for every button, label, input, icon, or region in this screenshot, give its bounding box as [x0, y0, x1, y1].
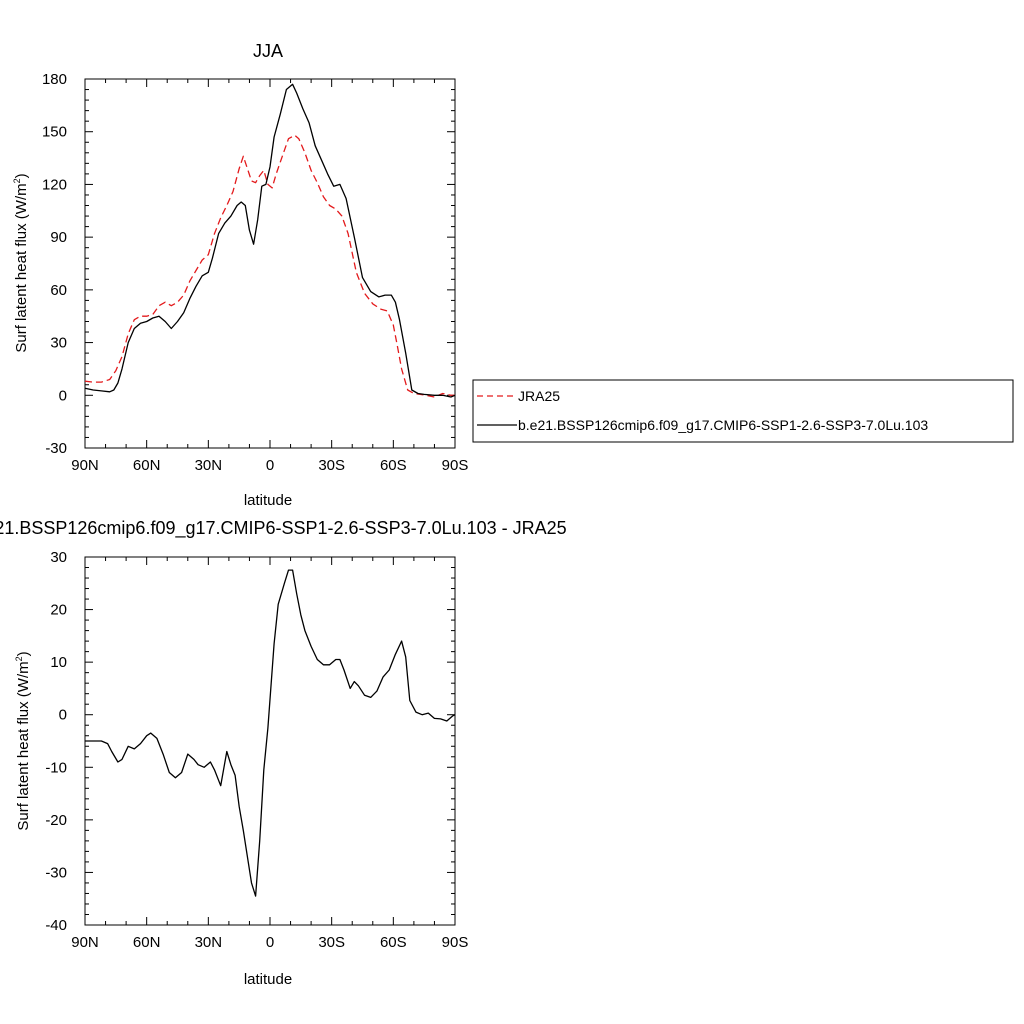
top-series-line-0	[84, 134, 455, 398]
legend-label-model: b.e21.BSSP126cmip6.f09_g17.CMIP6-SSP1-2.…	[518, 417, 928, 433]
top-y-axis-label-close: )	[13, 173, 30, 178]
legend-label-jra25: JRA25	[518, 388, 560, 404]
top-panel: JJA 90N 60N 30N 0 30S 60S 90S -30 0 30 60 90 120 150…	[12, 41, 468, 509]
bottom-series-line-0	[85, 569, 456, 897]
bottom-y-tick-label: -20	[45, 812, 67, 829]
bottom-y-tick-label: -30	[45, 864, 67, 881]
bottom-ticks	[84, 556, 456, 926]
bottom-plot-frame	[84, 556, 456, 926]
top-series-group	[84, 83, 456, 398]
bottom-y-tick-label: 0	[59, 707, 67, 724]
bottom-x-tick-label: 0	[266, 934, 274, 951]
legend: JRA25 b.e21.BSSP126cmip6.f09_g17.CMIP6-S…	[472, 379, 1014, 443]
top-plot-frame	[84, 78, 456, 449]
bottom-series-group	[85, 569, 456, 897]
top-x-tick-label: 60S	[380, 457, 407, 474]
top-y-tick-label: 30	[50, 335, 67, 352]
top-ytick-labels: -30 0 30 60 90 120 150 180	[42, 71, 67, 457]
legend-box	[472, 379, 1014, 443]
top-y-tick-label: 0	[59, 387, 67, 404]
top-y-axis-label-superscript: 2	[12, 178, 22, 183]
top-xtick-labels: 90N 60N 30N 0 30S 60S 90S	[71, 457, 468, 474]
top-y-tick-label: 60	[50, 282, 67, 299]
top-ticks	[84, 78, 456, 449]
top-y-tick-label: 180	[42, 71, 67, 88]
top-series-line-1	[84, 83, 456, 398]
bottom-y-axis-label: Surf latent heat flux (W/m2)	[14, 651, 32, 830]
top-y-axis-label-main: Surf latent heat flux (W/m	[13, 183, 30, 352]
top-x-tick-label: 30N	[195, 457, 223, 474]
bottom-x-tick-label: 60S	[380, 934, 407, 951]
bottom-xtick-labels: 90N 60N 30N 0 30S 60S 90S	[71, 934, 468, 951]
bottom-x-axis-label: latitude	[244, 971, 292, 988]
bottom-x-tick-label: 60N	[133, 934, 161, 951]
top-x-axis-label: latitude	[244, 492, 292, 509]
top-chart-title: JJA	[253, 41, 283, 61]
bottom-chart-title: b.e21.BSSP126cmip6.f09_g17.CMIP6-SSP1-2.…	[0, 518, 567, 539]
bottom-y-axis-label-close: )	[15, 651, 32, 656]
bottom-ytick-labels: -40 -30 -20 -10 0 10 20 30	[45, 549, 67, 934]
top-y-tick-label: -30	[45, 440, 67, 457]
top-y-tick-label: 120	[42, 176, 67, 193]
top-x-tick-label: 30S	[318, 457, 345, 474]
top-x-tick-label: 90N	[71, 457, 99, 474]
bottom-y-axis-label-superscript: 2	[14, 656, 24, 661]
bottom-y-tick-label: 10	[50, 654, 67, 671]
bottom-y-axis-label-main: Surf latent heat flux (W/m	[15, 661, 32, 830]
bottom-y-tick-label: -40	[45, 917, 67, 934]
bottom-y-tick-label: 30	[50, 549, 67, 566]
top-x-tick-label: 60N	[133, 457, 161, 474]
bottom-y-tick-label: 20	[50, 602, 67, 619]
bottom-x-tick-label: 90S	[442, 934, 469, 951]
bottom-x-tick-label: 90N	[71, 934, 99, 951]
top-y-axis-label: Surf latent heat flux (W/m2)	[12, 173, 30, 352]
top-y-tick-label: 90	[50, 229, 67, 246]
bottom-x-tick-label: 30S	[318, 934, 345, 951]
bottom-x-tick-label: 30N	[195, 934, 223, 951]
top-x-tick-label: 90S	[442, 457, 469, 474]
top-x-tick-label: 0	[266, 457, 274, 474]
bottom-y-tick-label: -10	[45, 759, 67, 776]
bottom-panel: b.e21.BSSP126cmip6.f09_g17.CMIP6-SSP1-2.…	[0, 518, 567, 988]
top-y-tick-label: 150	[42, 124, 67, 141]
